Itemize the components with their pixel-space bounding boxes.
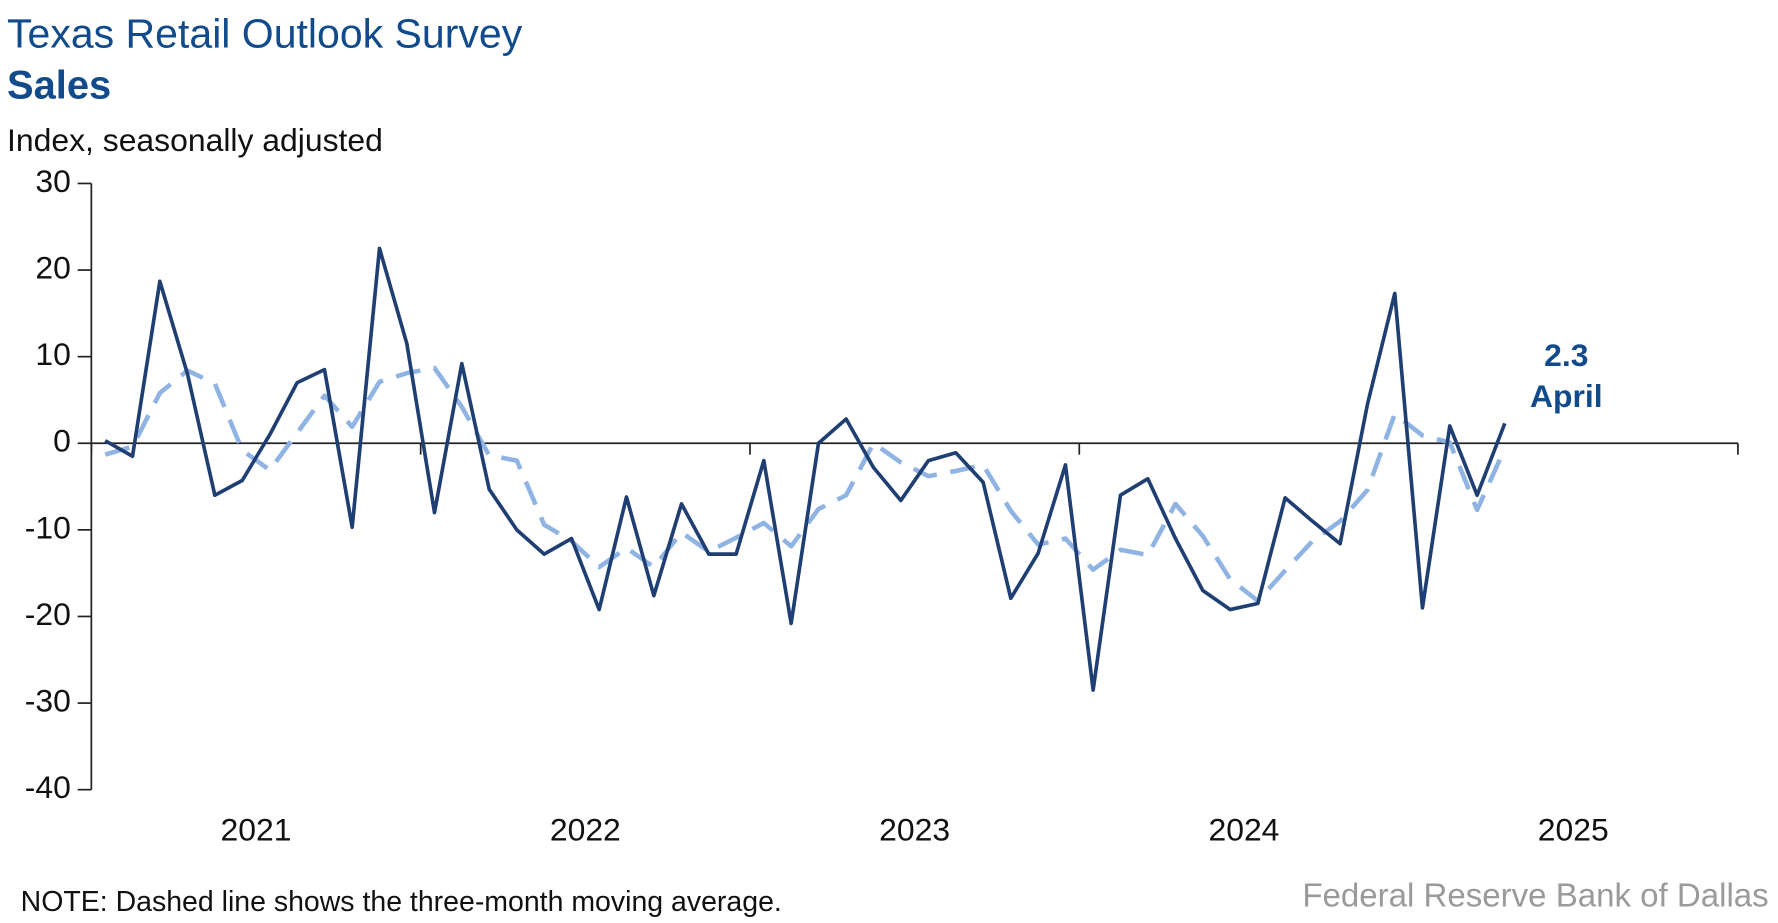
value-label: 2.3: [1544, 337, 1588, 373]
x-tick-label: 2021: [221, 811, 292, 847]
x-tick-label: 2025: [1538, 811, 1609, 847]
x-tick-label: 2024: [1208, 811, 1279, 847]
y-axis-label: Index, seasonally adjusted: [7, 122, 383, 158]
moving-average-line: [104, 365, 1507, 604]
source: Federal Reserve Bank of Dallas: [1302, 878, 1768, 915]
series-line: [104, 246, 1507, 692]
note: NOTE: Dashed line shows the three-month …: [21, 886, 782, 918]
chart-title: Texas Retail Outlook Survey: [7, 10, 523, 56]
y-tick-label: -40: [25, 769, 71, 805]
y-tick-label: -20: [25, 596, 71, 632]
y-tick-label: 0: [53, 423, 71, 459]
x-tick-label: 2023: [879, 811, 950, 847]
annotation: April: [1530, 378, 1603, 414]
y-tick-label: -30: [25, 682, 71, 718]
y-tick-label: 10: [35, 336, 70, 372]
x-tick-label: 2022: [550, 811, 621, 847]
y-tick-label: 20: [35, 249, 70, 285]
y-tick-label: 30: [35, 163, 70, 199]
chart-subtitle: Sales: [7, 63, 111, 107]
y-tick-label: -10: [25, 509, 71, 545]
